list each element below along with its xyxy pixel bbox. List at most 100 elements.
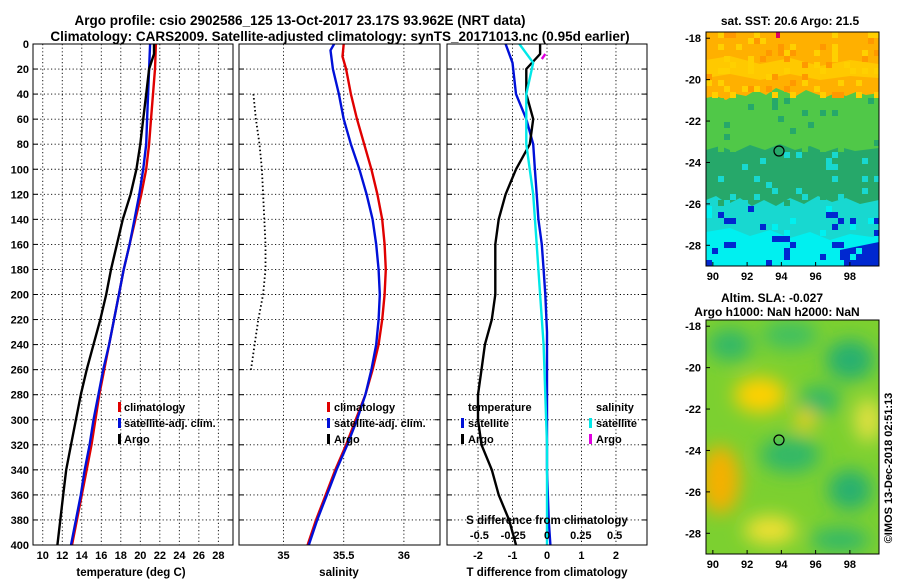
sst-pixel — [736, 128, 742, 134]
legend-swatch-argo — [118, 434, 121, 444]
sst-pixel — [862, 50, 868, 56]
sst-pixel — [808, 110, 814, 116]
sst-pixel — [706, 152, 712, 158]
sst-pixel — [724, 56, 730, 62]
sst-pixel — [874, 236, 879, 242]
x-tick-label: 26 — [193, 550, 205, 562]
sst-pixel — [814, 62, 820, 68]
difference-xlabel: T difference from climatology — [466, 567, 628, 579]
sst-pixel — [742, 200, 748, 206]
sst-pixel — [784, 56, 790, 62]
sst-pixel — [778, 116, 784, 122]
sst-pixel — [856, 92, 862, 98]
legend-swatch-s-satellite — [589, 418, 592, 428]
sst-pixel — [712, 92, 718, 98]
sla-map-frame — [705, 319, 880, 555]
argo-location-marker — [773, 145, 785, 157]
sst-pixel — [832, 242, 838, 248]
sst-pixel — [724, 200, 730, 206]
sst-pixel — [850, 224, 856, 230]
sst-pixel — [736, 188, 742, 194]
sst-pixel — [706, 176, 712, 182]
map-x-tick-label: 96 — [809, 559, 821, 571]
sst-pixel — [718, 110, 724, 116]
sst-pixel — [820, 254, 826, 260]
sst-pixel — [778, 146, 784, 152]
sst-pixel — [790, 92, 796, 98]
depth-tick-label: 200 — [11, 290, 29, 302]
top-x-tick-label: 0 — [544, 530, 550, 542]
sst-pixel — [868, 38, 874, 44]
depth-tick-label: 180 — [11, 264, 29, 276]
sst-pixel — [814, 116, 820, 122]
sst-pixel — [838, 218, 844, 224]
sst-pixel — [766, 152, 772, 158]
map-x-tick-label: 98 — [844, 559, 856, 571]
temperature-grid — [33, 43, 233, 546]
legend-label-t-argo: Argo — [468, 434, 494, 446]
sst-pixel — [748, 134, 754, 140]
sst-pixel — [760, 224, 766, 230]
series-t-argo — [476, 44, 542, 545]
series-s-satellite — [518, 44, 549, 545]
sst-pixel — [802, 242, 808, 248]
depth-tick-label: 220 — [11, 315, 29, 327]
sst-pixel — [826, 158, 832, 164]
legend-title-salinity: salinity — [596, 402, 635, 414]
temperature-series — [56, 44, 158, 545]
salinity-frame — [238, 43, 441, 546]
top-x-tick-label: -0.25 — [501, 530, 526, 542]
sst-pixel — [862, 170, 868, 176]
sst-pixel — [874, 248, 879, 254]
sst-pixel — [838, 242, 844, 248]
map-x-tick-label: 90 — [707, 559, 719, 571]
difference-legend: temperature satellite Argo salinity sate… — [461, 402, 637, 446]
sst-pixel — [784, 86, 790, 92]
sst-map-frame — [705, 31, 880, 267]
series-argo — [56, 44, 156, 545]
sst-pixel — [748, 122, 754, 128]
sst-pixel — [748, 176, 754, 182]
map-y-tick-label: -28 — [685, 528, 701, 540]
sst-pixel — [766, 122, 772, 128]
sst-pixel — [850, 218, 856, 224]
map-x-tick-label: 98 — [844, 271, 856, 283]
legend-label-climatology: climatology — [334, 402, 396, 414]
sst-map-red-marker — [776, 32, 780, 38]
sst-pixel — [772, 104, 778, 110]
top-x-tick-label: -0.5 — [470, 530, 489, 542]
sst-pixel — [784, 254, 790, 260]
salinity-panel: 35 35.5 36 salinity climatology satellite-… — [238, 43, 441, 579]
sst-pixel — [706, 206, 712, 212]
difference-x-ticks: -2 -1 0 1 2 — [473, 550, 619, 562]
sst-pixel — [796, 188, 802, 194]
sst-pixel — [874, 50, 879, 56]
temperature-xlabel: temperature (deg C) — [76, 567, 185, 579]
x-tick-label: 24 — [173, 550, 186, 562]
difference-frame — [446, 43, 648, 546]
sst-pixel — [724, 242, 730, 248]
sst-pixel — [802, 98, 808, 104]
series-satellite-adj-clim- — [307, 44, 381, 545]
sst-pixel — [868, 134, 874, 140]
legend-label-s-argo: Argo — [596, 434, 622, 446]
depth-tick-label: 320 — [11, 440, 29, 452]
map-y-tick-label: -24 — [685, 445, 702, 457]
sst-pixel — [730, 242, 736, 248]
map-x-tick-label: 92 — [741, 271, 753, 283]
sst-pixel — [808, 158, 814, 164]
sst-pixel — [748, 206, 754, 212]
sst-pixel — [754, 38, 760, 44]
sst-pixel — [730, 218, 736, 224]
sst-pixel — [724, 140, 730, 146]
sst-pixel — [706, 128, 712, 134]
sst-map: sat. SST: 20.6 Argo: 21.5 90 92 94 96 98 -18 -… — [685, 14, 880, 283]
sst-pixel — [850, 68, 856, 74]
sst-pixel — [724, 86, 730, 92]
sst-pixel — [874, 230, 879, 236]
x-tick-label: 35 — [277, 550, 289, 562]
sst-pixel — [820, 92, 826, 98]
sst-pixel — [736, 44, 742, 50]
series-s-argo — [540, 53, 547, 60]
sst-map-pixels — [706, 32, 879, 266]
